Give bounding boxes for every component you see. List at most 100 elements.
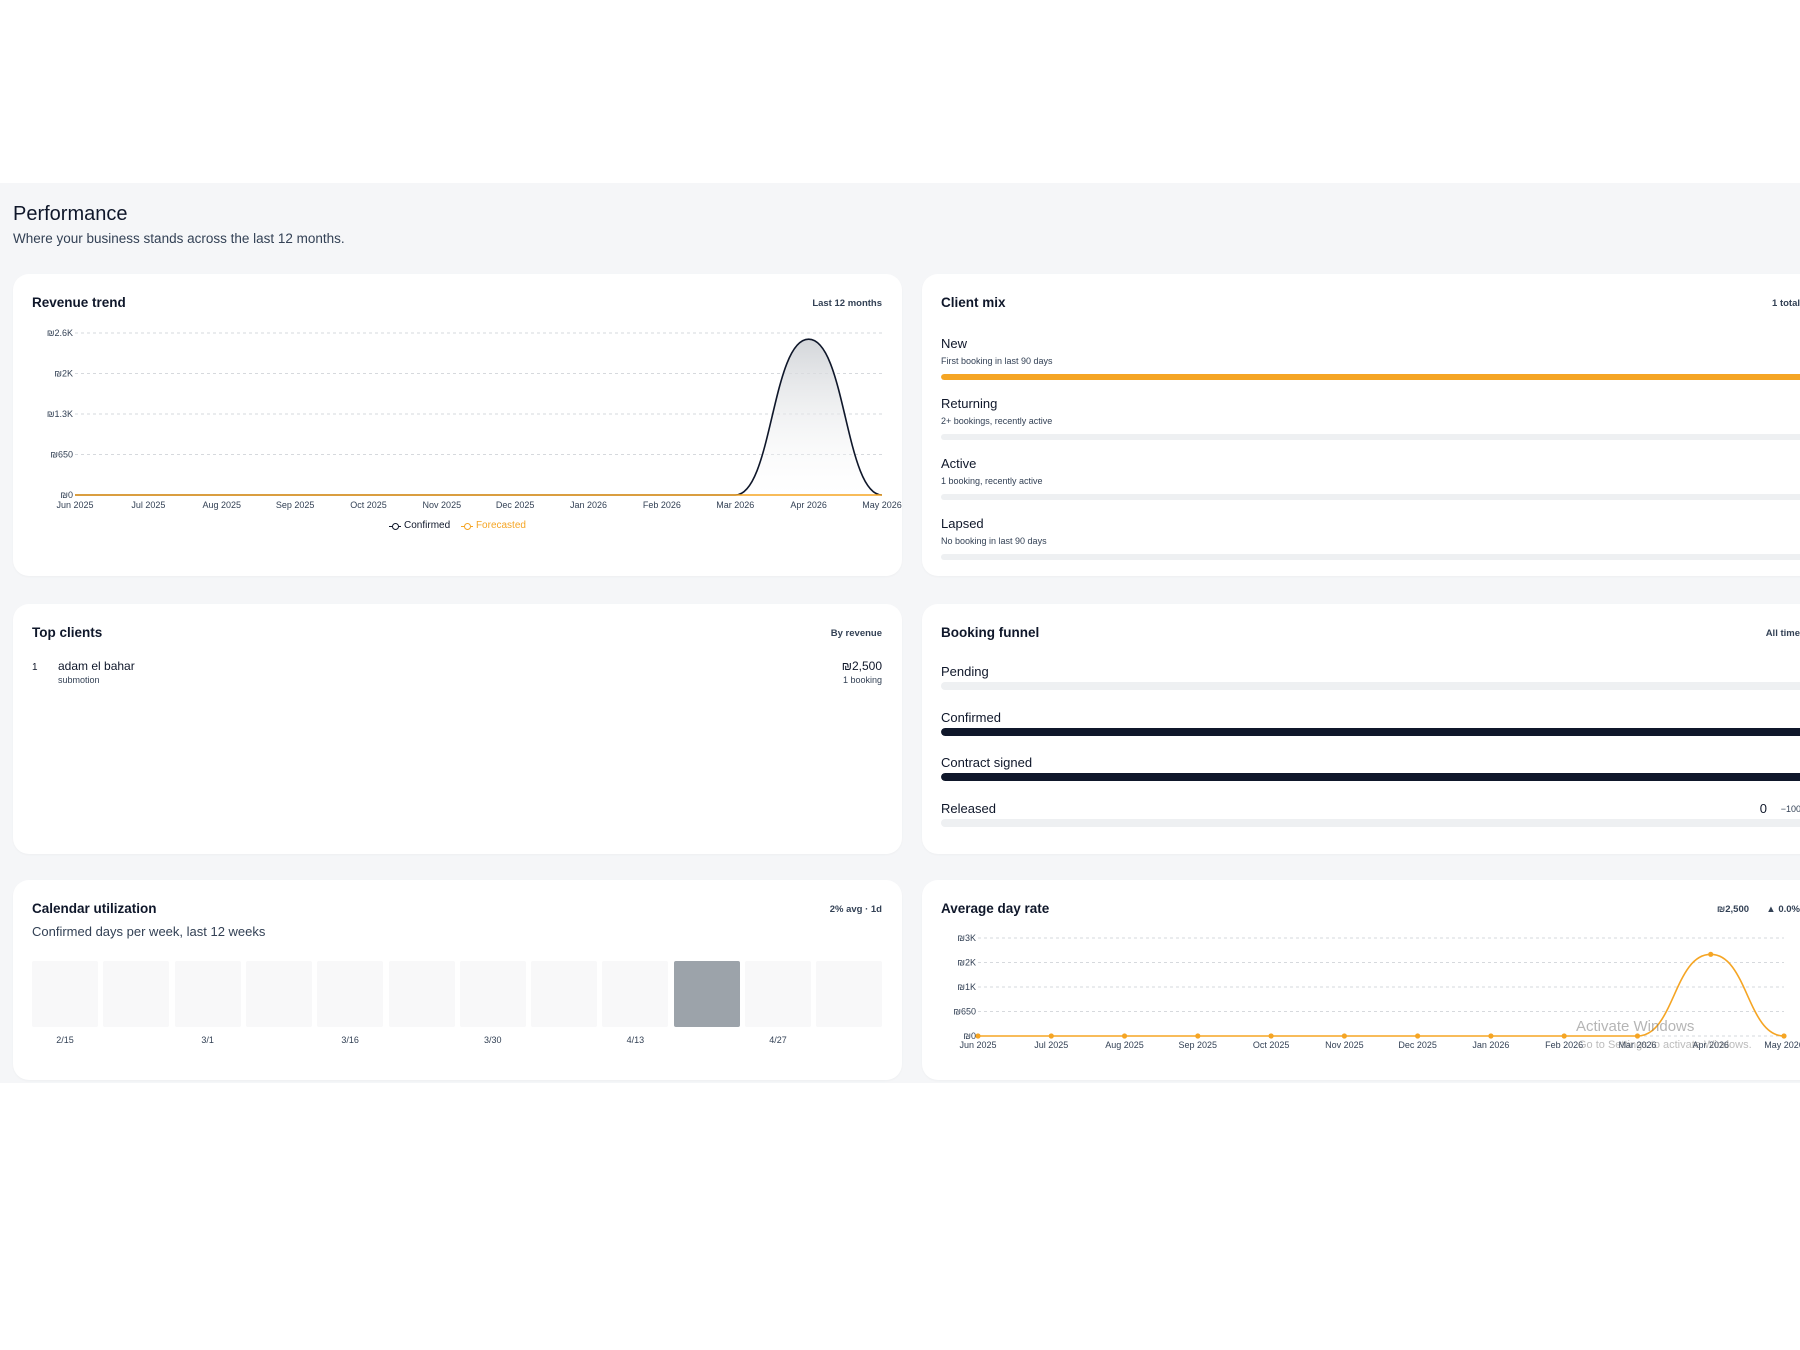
stage-label: Released — [941, 800, 996, 816]
week-tick-label: 3/30 — [484, 1035, 502, 1045]
card-meta: ₪2,500 ▲ 0.0% — [1717, 904, 1800, 915]
week-cell[interactable] — [103, 961, 170, 1027]
y-tick-label: ₪1K — [957, 982, 976, 992]
day-rate-point — [1268, 1033, 1274, 1039]
week-cell[interactable] — [459, 961, 526, 1027]
funnel-stage: Released 0 −100% — [941, 801, 1800, 841]
day-rate-point — [1341, 1033, 1347, 1039]
segment-label: New — [941, 336, 968, 351]
week-tick-label: 2/15 — [56, 1035, 74, 1045]
x-tick-label: Sep 2025 — [1179, 1040, 1218, 1050]
day-rate-point — [1561, 1033, 1567, 1039]
confirmed-area — [75, 339, 882, 495]
week-cell[interactable] — [388, 961, 455, 1027]
x-tick-label: Jan 2026 — [1472, 1040, 1509, 1050]
stage-label: Confirmed — [941, 709, 1001, 725]
week-cell[interactable] — [32, 961, 98, 1027]
segment-label: Returning — [941, 396, 998, 411]
x-tick-label: Nov 2025 — [423, 500, 462, 510]
segment-bar — [941, 554, 1800, 560]
legend-confirmed[interactable]: Confirmed — [389, 520, 450, 531]
segment-label: Active — [941, 456, 977, 471]
segment-label: Lapsed — [941, 516, 984, 531]
chart-legend: Confirmed Forecasted — [13, 520, 902, 533]
week-tick-label: 4/27 — [769, 1035, 787, 1045]
top-blank-area — [0, 0, 1800, 183]
stage-label: Pending — [941, 664, 989, 679]
y-tick-label: ₪2K — [54, 369, 73, 379]
card-meta: Last 12 months — [812, 298, 882, 309]
week-cell[interactable] — [531, 961, 598, 1027]
week-cell[interactable] — [673, 961, 740, 1027]
legend-forecasted-label: Forecasted — [475, 520, 526, 531]
card-meta: All time — [1765, 628, 1800, 639]
x-tick-label: Jul 2025 — [131, 500, 165, 510]
card-title: Average day rate — [941, 901, 1050, 916]
client-company: submotion — [58, 675, 100, 685]
stage-bar-fill — [941, 773, 1800, 781]
card-title: Booking funnel — [941, 625, 1040, 640]
x-tick-label: Jun 2025 — [56, 500, 93, 510]
week-tick-label: 3/1 — [201, 1035, 214, 1045]
week-cell[interactable] — [317, 961, 384, 1027]
card-meta: 1 total — [1772, 298, 1800, 309]
x-tick-label: Mar 2026 — [716, 500, 754, 510]
y-tick-label: ₪0 — [60, 490, 73, 500]
segment-bar — [941, 494, 1800, 500]
x-tick-label: Nov 2025 — [1325, 1040, 1364, 1050]
x-tick-label: Dec 2025 — [1398, 1040, 1437, 1050]
average-day-rate-card: Average day rate ₪2,500 ▲ 0.0% ₪0 ₪650 ₪1K… — [922, 880, 1800, 1080]
stage-bar — [941, 727, 1800, 736]
client-name: adam el bahar — [58, 659, 135, 673]
card-subtitle: Confirmed days per week, last 12 weeks — [32, 924, 266, 939]
legend-forecasted[interactable]: Forecasted — [460, 520, 526, 531]
segment-description: No booking in last 90 days — [941, 536, 1047, 546]
day-rate-value: ₪2,500 — [1716, 904, 1750, 915]
client-mix-item: Active 1 booking, recently active 0 — [941, 456, 1800, 512]
performance-section: Performance Where your business stands a… — [0, 183, 1800, 1083]
card-meta: 2% avg · 1d — [829, 904, 882, 915]
day-rate-point — [975, 1033, 981, 1039]
x-tick-label: Apr 2026 — [1692, 1040, 1729, 1050]
y-tick-label: ₪3K — [957, 933, 976, 943]
activation-watermark: Activate Windows — [1576, 1018, 1695, 1035]
x-tick-label: Oct 2025 — [350, 500, 387, 510]
x-tick-label: Dec 2025 — [496, 500, 535, 510]
legend-confirmed-label: Confirmed — [404, 520, 451, 531]
page-subtitle: Where your business stands across the la… — [13, 231, 345, 246]
stage-bar — [941, 818, 1800, 827]
y-tick-label: ₪0 — [963, 1031, 976, 1041]
funnel-stage: Confirmed 1 — [941, 710, 1800, 750]
segment-bar — [941, 434, 1800, 440]
x-tick-label: Jul 2025 — [1034, 1040, 1068, 1050]
stage-bar — [941, 682, 1800, 690]
week-cell[interactable] — [174, 961, 241, 1027]
week-tick-label: 3/16 — [341, 1035, 359, 1045]
week-cell[interactable] — [602, 961, 669, 1027]
week-cell[interactable] — [745, 961, 811, 1027]
line-marker-icon — [389, 522, 402, 530]
x-tick-label: Aug 2025 — [1105, 1040, 1144, 1050]
day-rate-change: ▲ 0.0% — [1766, 904, 1800, 915]
x-tick-label: Feb 2026 — [1545, 1040, 1583, 1050]
client-mix-item: New First booking in last 90 days 1 — [941, 336, 1800, 392]
x-tick-label: Aug 2025 — [202, 500, 241, 510]
y-tick-label: ₪650 — [50, 450, 73, 460]
client-mix-item: Lapsed No booking in last 90 days 0 — [941, 516, 1800, 572]
segment-bar-fill — [941, 374, 1800, 380]
y-tick-label: ₪1.3K — [47, 409, 73, 419]
day-rate-point — [1634, 1033, 1641, 1039]
activation-watermark-hint: Go to Settings to activate Windows. — [1578, 1039, 1752, 1051]
line-marker-icon — [460, 522, 473, 530]
calendar-utilization-card: Calendar utilization 2% avg · 1d Confirm… — [13, 880, 902, 1080]
x-tick-label: Mar 2026 — [1618, 1040, 1656, 1050]
card-title: Client mix — [941, 295, 1006, 310]
card-title: Calendar utilization — [32, 901, 157, 916]
stage-change: −100% — [1780, 803, 1800, 814]
week-cell[interactable] — [245, 961, 312, 1027]
day-rate-point — [1415, 1033, 1421, 1039]
page-title: Performance — [13, 203, 128, 225]
top-client-row[interactable]: 1 adam el bahar submotion ₪2,500 1 booki… — [32, 659, 882, 691]
week-cell[interactable] — [816, 961, 883, 1027]
booking-funnel-card: Booking funnel All time Pending 0 Confir… — [922, 604, 1800, 854]
